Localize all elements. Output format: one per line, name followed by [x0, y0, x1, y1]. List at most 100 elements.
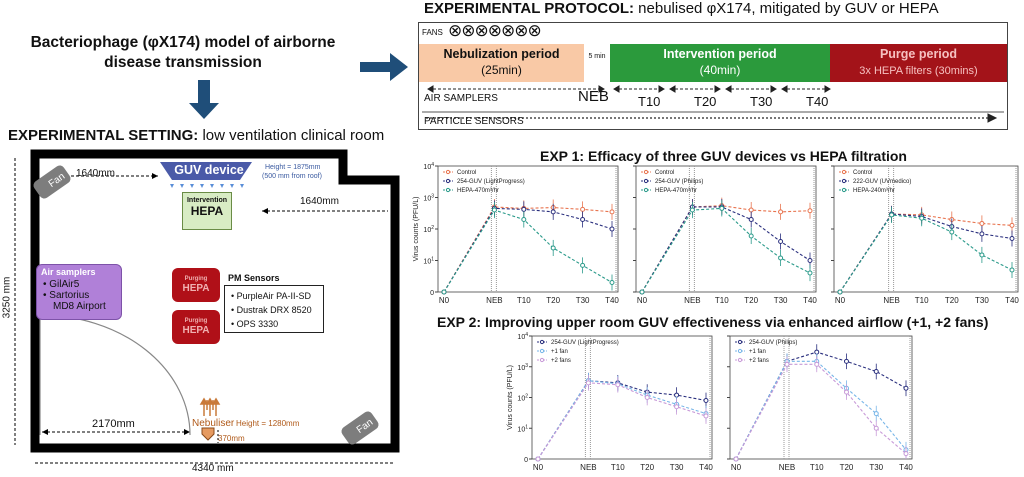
setting-heading: EXPERIMENTAL SETTING: low ventilation cl… — [8, 127, 385, 144]
y-tick-label: 102 — [517, 394, 528, 403]
legend-label: 254-GUV (LightProgress) — [457, 179, 525, 185]
legend-marker — [445, 187, 451, 193]
room-plan — [14, 149, 400, 464]
sample-label-t10: T10 — [638, 94, 661, 109]
data-point — [491, 207, 497, 213]
data-point — [580, 206, 586, 212]
series-line — [537, 382, 707, 460]
y-axis-label: Virus counts (PFU/L) — [413, 197, 420, 262]
x-tick-label: T40 — [699, 463, 713, 472]
x-tick-label: NEB — [486, 296, 502, 305]
data-point — [674, 404, 680, 410]
y-tick-label: 102 — [423, 225, 434, 234]
fan-circle-icon: ⊗ — [448, 21, 462, 40]
data-point — [733, 456, 739, 462]
x-tick-label: T10 — [915, 296, 929, 305]
x-tick-label: T40 — [605, 296, 619, 305]
y-tick-label: 0 — [524, 457, 528, 464]
dim-3250: 3250 mm — [1, 276, 13, 319]
legend-label: 254-GUV (Philips) — [655, 179, 703, 185]
x-tick-label: T30 — [975, 296, 989, 305]
data-point — [807, 208, 813, 214]
legend-marker — [539, 339, 545, 345]
legend-label: +2 fans — [749, 358, 769, 364]
series-line — [735, 363, 907, 460]
gap-label: 5 min — [588, 53, 606, 60]
x-tick-label: T10 — [517, 296, 531, 305]
data-point — [979, 220, 985, 226]
x-tick-label: T40 — [803, 296, 817, 305]
data-point — [521, 217, 527, 223]
exp1-chart-philips: N0 NEB T10 T20 T30 T40 Control 254-GUV (Philips… — [633, 165, 817, 305]
exp2-chart-lightprogress: 0 101 102 103 104 N0 NEB T10 T20 T30 T40 254-GUV (L… — [507, 332, 713, 472]
data-point — [784, 361, 790, 367]
data-point — [778, 255, 784, 261]
series-line — [443, 207, 613, 293]
intervention-hepa: Intervention HEPA — [182, 192, 232, 230]
series-line — [443, 206, 613, 293]
data-point — [550, 245, 556, 251]
pm-sensors-box: • PurpleAir PA-II-SD • Dustrak DRX 8520 … — [224, 285, 324, 333]
data-point — [919, 215, 925, 221]
data-point — [778, 209, 784, 215]
exp2-title: EXP 2: Improving upper room GUV effectiv… — [437, 314, 989, 330]
series-line — [641, 205, 811, 293]
purging-label: Purging — [184, 318, 208, 324]
right-arrow-icon — [360, 53, 408, 81]
legend-marker — [445, 169, 451, 175]
dim-370: 370mm — [218, 434, 245, 443]
legend-marker — [539, 357, 545, 363]
x-tick-label: NEB — [580, 463, 596, 472]
data-point — [674, 392, 680, 398]
x-tick-label: T20 — [744, 296, 758, 305]
data-point — [807, 270, 813, 276]
x-tick-label: T40 — [1005, 296, 1019, 305]
fan-circle-icon: ⊗ — [501, 21, 515, 40]
data-point — [814, 361, 820, 367]
data-point — [903, 451, 909, 457]
x-tick-label: T10 — [611, 463, 625, 472]
data-point — [903, 385, 909, 391]
sample-label-t20: T20 — [694, 94, 717, 109]
data-point — [609, 280, 615, 286]
x-tick-label: N0 — [533, 463, 544, 472]
legend-marker — [445, 178, 451, 184]
legend-label: HEPA-240m³/hr — [853, 188, 895, 194]
data-point — [748, 233, 754, 239]
purging-hepa-2: Purging HEPA — [172, 310, 220, 344]
guv-device-label: GUV device — [174, 163, 244, 177]
data-point — [550, 209, 556, 215]
legend-label: HEPA-470m³/hr — [655, 188, 697, 194]
legend-label: 254-GUV (Philips) — [749, 340, 797, 346]
x-tick-label: NEB — [883, 296, 899, 305]
exp1-chart-lightprogress: 0 101 102 103 104 N0 NEB T10 T20 T30 T40 Control 254… — [413, 162, 619, 305]
series-line — [641, 206, 811, 293]
series-line — [735, 360, 907, 460]
data-point — [689, 207, 695, 213]
down-arrow-icon — [189, 80, 219, 119]
x-tick-label: T30 — [869, 463, 883, 472]
guv-height: Height = 1875mm — [265, 164, 321, 171]
data-point — [521, 206, 527, 212]
series-line — [641, 207, 811, 293]
x-tick-label: T40 — [899, 463, 913, 472]
protocol-heading: EXPERIMENTAL PROTOCOL: nebulised φX174, … — [424, 0, 939, 17]
fan-circle-icon: ⊗ — [474, 21, 489, 40]
data-point — [609, 209, 615, 215]
y-tick-label: 103 — [517, 363, 528, 372]
fans-label: FANS — [422, 28, 443, 37]
purging-label: Purging — [184, 276, 208, 282]
fan-circle-icon: ⊗ — [487, 21, 502, 40]
data-point — [748, 207, 754, 213]
legend-marker — [841, 178, 847, 184]
data-point — [873, 411, 879, 417]
sample-label-neb: NEB — [578, 88, 609, 105]
x-tick-label: NEB — [779, 463, 795, 472]
x-tick-label: T10 — [810, 463, 824, 472]
legend-marker — [737, 357, 743, 363]
pm-sensors-title: PM Sensors — [228, 273, 280, 283]
air-sampler-item: MD8 Airport — [53, 301, 106, 312]
series-line — [537, 380, 707, 460]
data-point — [807, 258, 813, 263]
